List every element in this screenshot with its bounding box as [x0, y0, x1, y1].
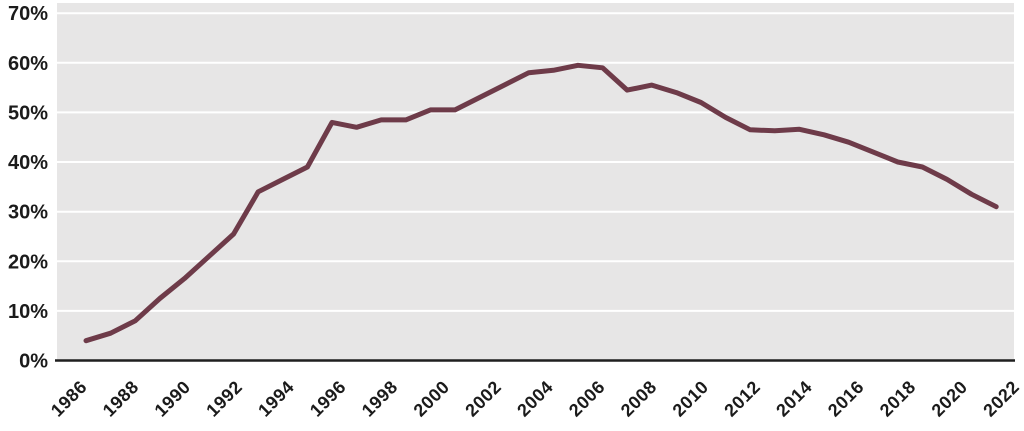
- y-tick-label: 60%: [8, 53, 48, 75]
- y-tick-label: 20%: [8, 251, 48, 273]
- y-tick-label: 30%: [8, 202, 48, 224]
- x-tick-label: 1996: [306, 377, 350, 421]
- x-tick-label: 2020: [928, 377, 972, 421]
- y-tick-label: 70%: [8, 3, 48, 25]
- x-tick-label: 2004: [513, 377, 557, 421]
- x-tick-label: 1992: [202, 377, 246, 421]
- x-tick-label: 1990: [151, 377, 195, 421]
- plot-background: [57, 3, 1014, 361]
- x-tick-label: 1988: [99, 377, 143, 421]
- x-tick-label: 2012: [720, 377, 764, 421]
- x-tick-label: 2006: [565, 377, 609, 421]
- y-tick-label: 40%: [8, 152, 48, 174]
- x-tick-label: 1994: [254, 377, 298, 421]
- x-tick-label: 2000: [410, 377, 454, 421]
- y-tick-label: 0%: [19, 351, 48, 373]
- x-tick-label: 2008: [617, 377, 661, 421]
- x-tick-label: 2016: [824, 377, 868, 421]
- x-tick-label: 1986: [47, 377, 91, 421]
- y-tick-label: 50%: [8, 102, 48, 124]
- y-tick-label: 10%: [8, 301, 48, 323]
- data-series-line: [83, 62, 999, 344]
- x-tick-label: 2014: [772, 377, 816, 421]
- x-tick-label: 2010: [669, 377, 713, 421]
- x-tick-label: 2002: [461, 377, 505, 421]
- x-tick-label: 2022: [979, 377, 1023, 421]
- x-tick-label: 1998: [358, 377, 402, 421]
- x-tick-label: 2018: [876, 377, 920, 421]
